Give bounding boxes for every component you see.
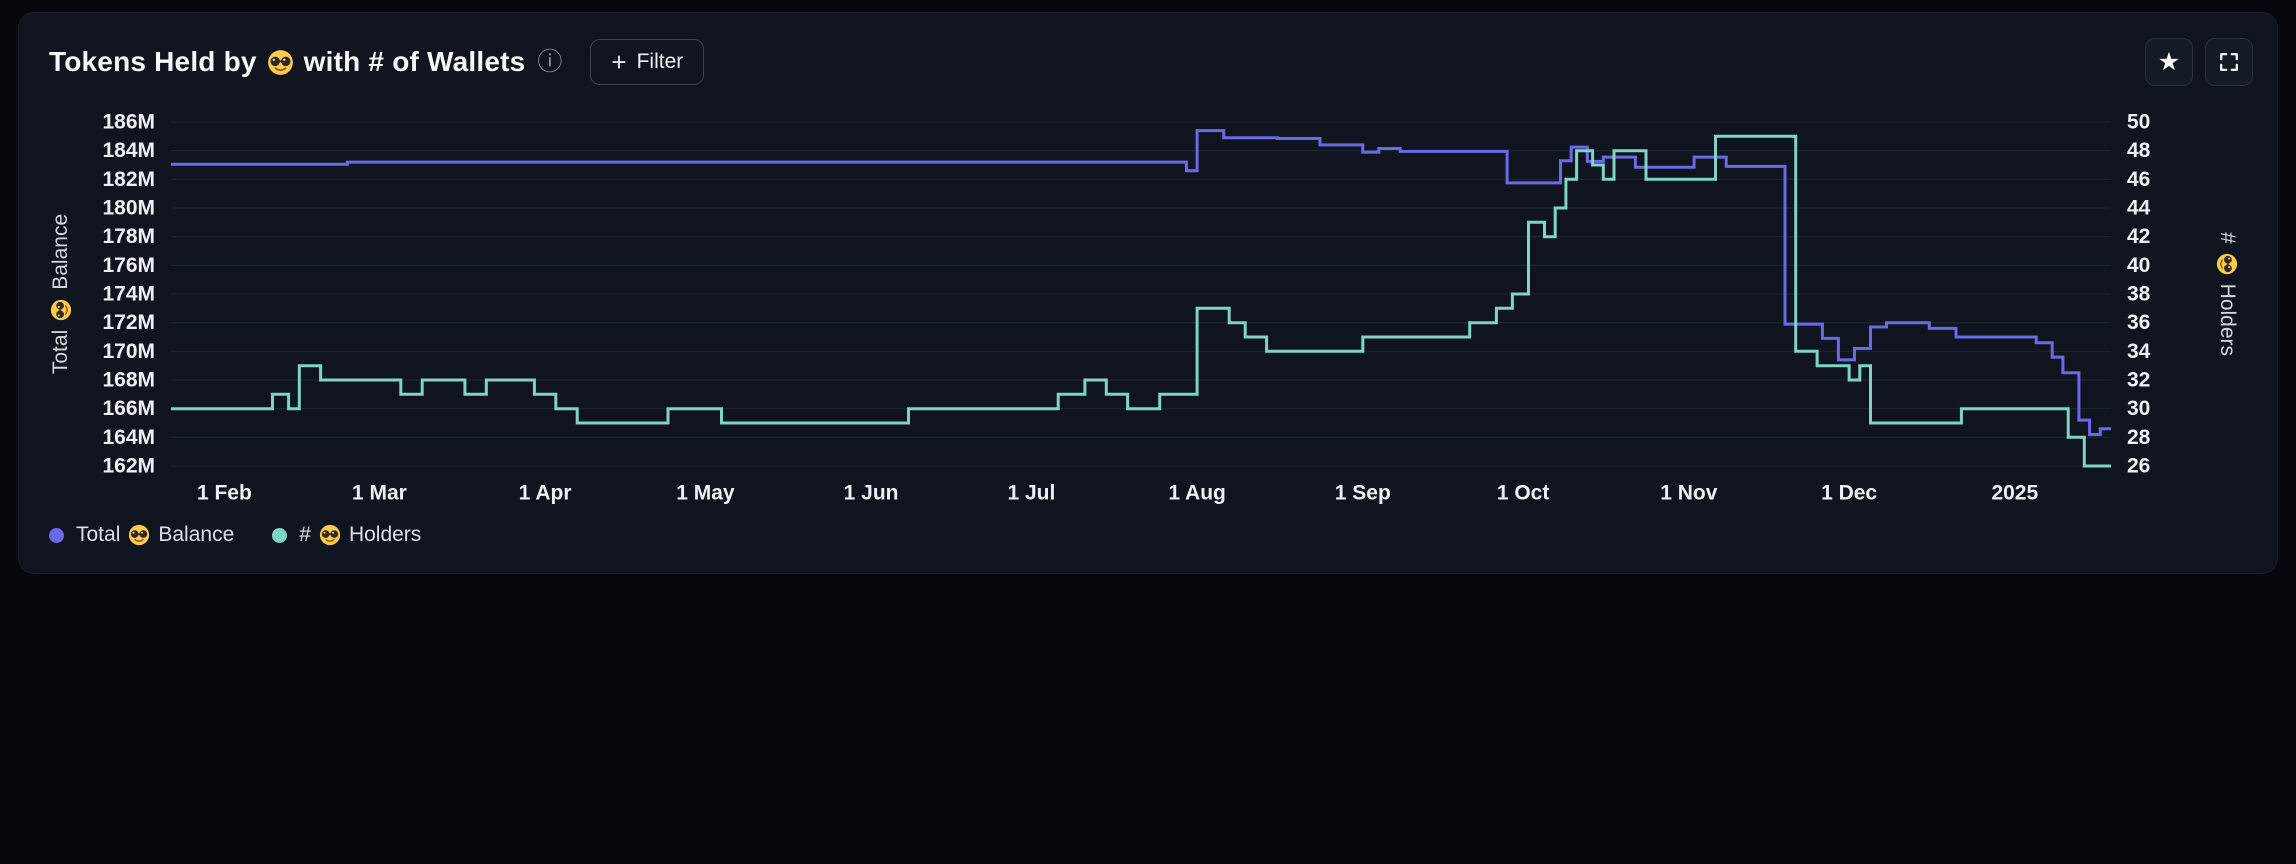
fullscreen-button[interactable] [2205,38,2253,86]
legend: Total Balance # Holders [49,523,421,547]
nerd-face-emoji-icon [267,49,294,76]
series-line-total-balance[interactable] [171,129,2111,436]
legend-item-total-balance[interactable]: Total Balance [49,523,234,547]
right-axis-tick-label: 36 [2127,311,2150,334]
right-axis-tick-label: 28 [2127,426,2151,449]
right-axis-tick-label: 48 [2127,139,2151,162]
left-axis-tick-label: 162M [102,455,155,478]
chart-card: Tokens Held by with # of Wallets ⓘ + Fil… [18,12,2278,574]
legend-item-holders[interactable]: # Holders [272,523,421,547]
x-axis-tick-label: 1 Mar [352,482,407,505]
left-axis-tick-label: 172M [102,311,155,334]
legend-holders-suffix: Holders [348,523,422,546]
x-axis-tick-label: 1 Jun [844,482,899,505]
legend-label-balance: Total Balance [76,523,234,547]
right-axis-title: # Holders [2213,134,2241,454]
x-axis-tick-label: 1 Apr [519,482,572,505]
left-axis-tick-label: 176M [102,254,155,277]
x-axis-tick-label: 1 Sep [1335,482,1391,505]
chart-title-suffix: with # of Wallets [303,46,526,77]
x-axis-tick-label: 1 May [676,482,735,505]
left-axis-tick-label: 168M [102,369,155,392]
right-axis-tick-label: 50 [2127,111,2150,134]
left-axis-tick-label: 182M [102,168,155,191]
header-actions: ★ [2145,38,2253,86]
right-axis-tick-label: 46 [2127,168,2150,191]
legend-dot-holders [272,527,288,543]
legend-dot-balance [49,527,64,543]
x-axis-tick-label: 1 Dec [1821,482,1877,505]
right-axis-tick-label: 42 [2127,225,2150,248]
x-axis-tick-label: 1 Oct [1497,482,1550,505]
chart-title-prefix: Tokens Held by [49,46,257,77]
legend-balance-suffix: Balance [158,523,235,546]
chart-title: Tokens Held by with # of Wallets [49,46,525,78]
series-line-holders[interactable] [171,134,2111,468]
right-axis-tick-label: 26 [2127,455,2150,478]
line-chart: 162M 164M 166M 168M 170M 172M 174M 176M 178M 180M… [102,111,2151,505]
left-axis-tick-label: 184M [102,139,155,162]
legend-label-holders: # Holders [299,523,421,547]
left-axis-tick-label: 174M [102,283,155,306]
right-axis-tick-label: 40 [2127,254,2150,277]
right-axis-title-prefix: # [2216,231,2239,244]
left-axis-tick-label: 170M [102,340,155,363]
x-axis-tick-label: 1 Feb [197,482,252,505]
right-axis-tick-label: 34 [2127,340,2151,363]
star-icon: ★ [2157,47,2181,76]
legend-holders-prefix: # [299,523,311,546]
info-icon[interactable]: ⓘ [537,47,563,76]
legend-balance-prefix: Total [76,523,121,546]
nerd-face-emoji-icon [50,299,72,321]
filter-button-label: Filter [636,50,684,73]
right-axis-tick-label: 32 [2127,369,2150,392]
nerd-face-emoji-icon [319,524,341,546]
right-axis-title-suffix: Holders [2216,283,2239,357]
right-axis-tick-label: 38 [2127,283,2151,306]
left-axis-tick-label: 178M [102,225,155,248]
x-axis-tick-label: 2025 [1991,482,2038,505]
left-axis-title-suffix: Balance [49,213,72,290]
right-axis-tick-label: 44 [2127,197,2151,220]
favorite-button[interactable]: ★ [2145,38,2193,86]
nerd-face-emoji-icon [2216,253,2238,275]
nerd-face-emoji-icon [128,524,150,546]
plus-icon: + [611,47,627,77]
x-axis-tick-label: 1 Nov [1660,482,1718,505]
left-axis-tick-label: 180M [102,197,155,220]
left-axis-tick-label: 186M [102,111,155,134]
filter-button[interactable]: + Filter [590,39,705,85]
fullscreen-icon [2220,53,2238,71]
left-axis-tick-label: 164M [102,426,155,449]
left-axis-title-prefix: Total [49,329,72,375]
chart-header: Tokens Held by with # of Wallets ⓘ + Fil… [49,37,2253,87]
left-axis-title: Total Balance [47,134,75,454]
left-axis-tick-label: 166M [102,397,155,420]
right-axis-tick-label: 30 [2127,397,2150,420]
x-axis-tick-label: 1 Aug [1168,482,1226,505]
x-axis-tick-label: 1 Jul [1007,482,1055,505]
